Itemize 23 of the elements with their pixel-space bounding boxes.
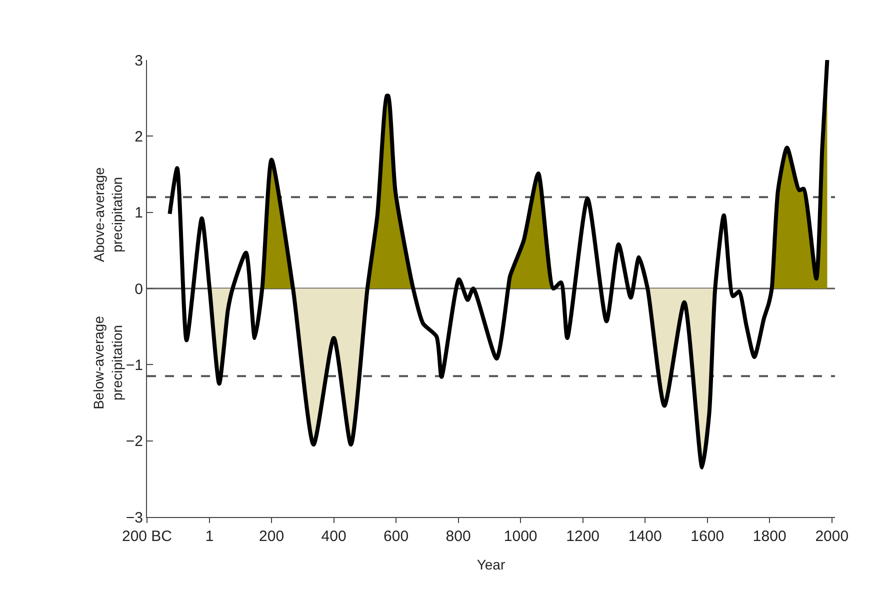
y-tick-label: 3 [134, 52, 143, 70]
text: Below-average precipitation [90, 316, 125, 410]
y-tick-label: −2 [126, 433, 143, 450]
x-tick-label: 400 [321, 528, 346, 545]
x-tick-label: 200 BC [122, 528, 172, 545]
text: Above-average precipitation [90, 166, 126, 262]
line-series [168, 60, 830, 470]
x-tick-label: 200 [259, 528, 284, 545]
y-tick-label: 2 [134, 128, 143, 146]
x-tick-label: 1400 [628, 528, 662, 545]
x-tick-label: 600 [384, 528, 409, 545]
x-tick-label: 800 [446, 528, 471, 545]
x-tick-label: 1600 [690, 528, 724, 545]
x-tick-label: 2000 [815, 528, 849, 545]
y-tick-label: −1 [126, 356, 143, 374]
x-axis-title: Year [476, 556, 506, 572]
x-tick-label: 1000 [504, 528, 538, 545]
x-tick-label: 1200 [566, 528, 600, 545]
y-tick-label: 0 [134, 280, 143, 298]
x-tick-label: 1 [205, 528, 214, 545]
y-tick-label: 1 [134, 204, 143, 222]
y-tick-label: −3 [126, 509, 143, 526]
x-tick-label: 1800 [752, 528, 786, 545]
